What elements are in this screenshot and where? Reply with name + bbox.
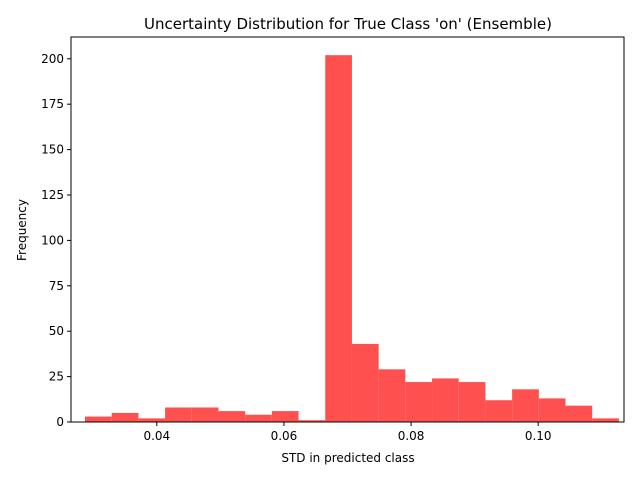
y-tick-label-2: 50 (49, 324, 64, 338)
histogram-bar-17 (538, 398, 566, 422)
plot-frame (70, 36, 625, 423)
histogram-bar-2 (138, 418, 166, 422)
histogram-bar-8 (298, 420, 326, 422)
histogram-bar-11 (378, 369, 406, 422)
y-axis-ticks: 0 25 50 75 100 125 150 175 200 (41, 52, 71, 429)
histogram-bars (84, 55, 619, 423)
x-tick-label-1: 0.06 (271, 429, 298, 443)
y-tick-label-5: 125 (41, 188, 64, 202)
histogram-bar-18 (565, 405, 593, 422)
x-tick-label-3: 0.10 (525, 429, 552, 443)
histogram-bar-19 (592, 418, 619, 422)
y-tick-label-6: 150 (41, 143, 64, 157)
histogram-bar-4 (191, 407, 219, 422)
histogram-bar-10 (351, 343, 379, 422)
y-tick-label-8: 200 (41, 52, 64, 66)
chart-title: Uncertainty Distribution for True Class … (144, 15, 552, 33)
histogram-bar-1 (111, 412, 139, 422)
histogram-bar-6 (245, 414, 272, 422)
x-axis-label: STD in predicted class (281, 451, 414, 465)
histogram-bar-9 (325, 55, 352, 423)
histogram-bar-12 (405, 382, 433, 422)
x-tick-label-0: 0.04 (143, 429, 170, 443)
histogram-bar-16 (512, 389, 539, 422)
histogram-bar-13 (432, 378, 459, 422)
y-tick-label-3: 75 (49, 279, 64, 293)
histogram-bar-14 (458, 382, 486, 422)
histogram-bar-0 (84, 416, 112, 422)
y-tick-label-1: 25 (49, 370, 64, 384)
y-tick-label-7: 175 (41, 97, 64, 111)
histogram-bar-3 (165, 407, 192, 422)
histogram-bar-5 (218, 411, 246, 422)
x-axis-ticks: 0.04 0.06 0.08 0.10 (143, 422, 552, 443)
histogram-bar-15 (485, 400, 513, 422)
x-tick-label-2: 0.08 (398, 429, 425, 443)
histogram-bar-7 (271, 411, 299, 422)
y-axis-label: Frequency (15, 199, 29, 261)
y-tick-label-0: 0 (56, 415, 64, 429)
y-tick-label-4: 100 (41, 233, 64, 247)
